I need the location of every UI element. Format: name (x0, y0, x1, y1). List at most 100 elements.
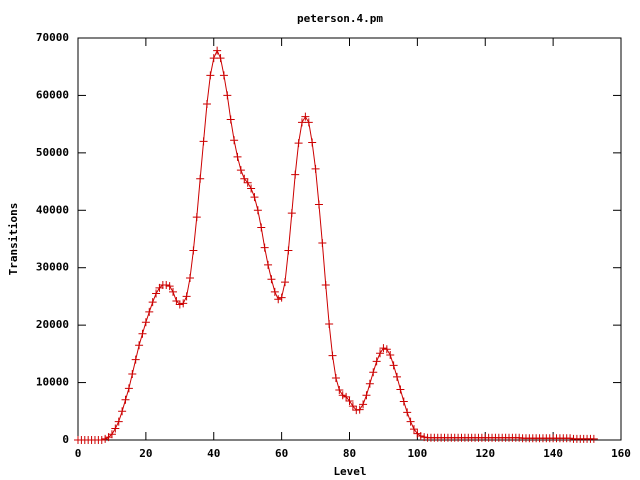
x-axis-label: Level (333, 465, 366, 478)
data-point (338, 391, 347, 400)
data-point (209, 54, 218, 63)
data-point (314, 200, 323, 209)
data-point (301, 112, 310, 121)
data-point (352, 406, 361, 415)
data-point (240, 174, 249, 183)
data-point (403, 408, 412, 417)
data-point (118, 407, 127, 416)
y-tick-label: 70000 (36, 31, 69, 44)
data-point (291, 170, 300, 179)
data-point (138, 329, 147, 338)
data-point (328, 351, 337, 360)
data-point (331, 373, 340, 382)
data-point (243, 178, 252, 187)
data-point (206, 71, 215, 80)
data-point (589, 434, 598, 443)
x-tick-label: 120 (475, 447, 495, 460)
y-tick-label: 10000 (36, 376, 69, 389)
data-point (406, 417, 415, 426)
x-tick-label: 0 (75, 447, 82, 460)
data-point (260, 243, 269, 252)
y-axis-label: Transitions (7, 203, 20, 276)
data-point (335, 386, 344, 395)
data-point (152, 289, 161, 298)
data-point (372, 357, 381, 366)
x-tick-label: 140 (543, 447, 563, 460)
data-point (348, 402, 357, 411)
data-point (179, 299, 188, 308)
data-point (135, 341, 144, 350)
data-point (107, 430, 116, 439)
data-point (376, 349, 385, 358)
data-point (124, 384, 133, 393)
data-point (216, 54, 225, 63)
data-point (111, 424, 120, 433)
data-point (566, 434, 575, 443)
data-point (420, 433, 429, 442)
data-point (219, 71, 228, 80)
data-point (213, 46, 222, 55)
data-point (128, 369, 137, 378)
data-point (162, 280, 171, 289)
data-point (281, 278, 290, 287)
y-tick-label: 40000 (36, 203, 69, 216)
data-point (396, 385, 405, 394)
data-point (189, 246, 198, 255)
data-point (321, 280, 330, 289)
data-point (121, 395, 130, 404)
y-tick-label: 60000 (36, 88, 69, 101)
y-tick-label: 20000 (36, 318, 69, 331)
data-point (192, 213, 201, 222)
data-point (257, 223, 266, 232)
data-point (409, 425, 418, 434)
data-point (199, 137, 208, 146)
data-point (267, 275, 276, 284)
data-point (114, 417, 123, 426)
data-point (382, 345, 391, 354)
data-point (253, 206, 262, 215)
data-point (365, 379, 374, 388)
data-point (226, 115, 235, 124)
data-point (399, 397, 408, 406)
data-point (342, 392, 351, 401)
data-point (386, 351, 395, 360)
data-point (393, 372, 402, 381)
data-point (230, 136, 239, 145)
data-point (297, 118, 306, 127)
data-point (389, 361, 398, 370)
data-point (311, 164, 320, 173)
data-point (97, 436, 106, 444)
data-point (369, 368, 378, 377)
data-point (185, 274, 194, 283)
x-tick-label: 160 (611, 447, 631, 460)
x-tick-label: 80 (343, 447, 356, 460)
data-point (202, 100, 211, 109)
data-point (362, 391, 371, 400)
data-point (182, 292, 191, 301)
data-point (379, 344, 388, 353)
chart-title: peterson.4.pm (297, 12, 383, 25)
data-point (294, 139, 303, 148)
data-point (284, 246, 293, 255)
y-tick-label: 50000 (36, 146, 69, 159)
y-tick-label: 30000 (36, 261, 69, 274)
x-tick-label: 60 (275, 447, 288, 460)
data-point (175, 300, 184, 309)
data-point (247, 184, 256, 193)
x-tick-label: 40 (207, 447, 220, 460)
data-point (131, 355, 140, 364)
data-point (141, 318, 150, 327)
data-point (515, 433, 524, 442)
data-point (196, 174, 205, 183)
data-point (223, 91, 232, 100)
data-point (304, 118, 313, 127)
data-point (250, 193, 259, 202)
data-point (355, 405, 364, 414)
data-point (277, 293, 286, 302)
data-point (172, 297, 181, 306)
data-point (416, 431, 425, 440)
data-point (287, 209, 296, 218)
data-point (264, 260, 273, 269)
data-point (169, 287, 178, 296)
